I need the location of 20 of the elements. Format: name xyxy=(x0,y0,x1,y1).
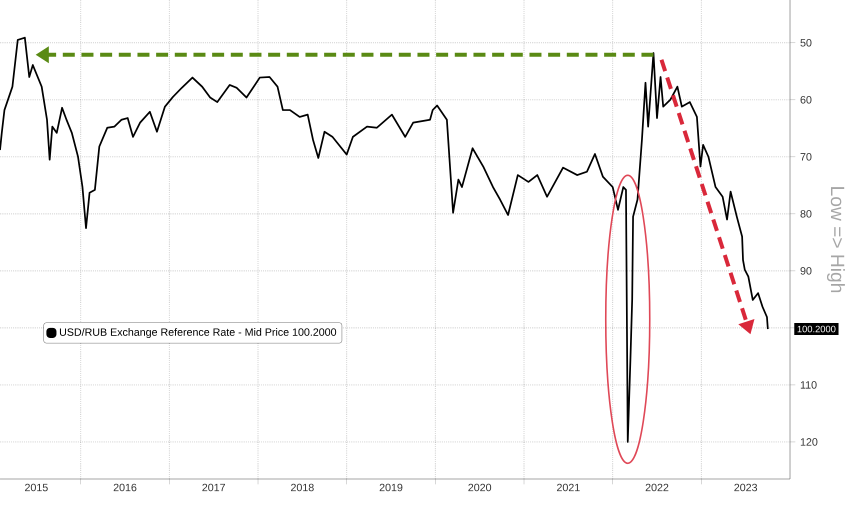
x-tick-label: 2020 xyxy=(468,484,492,492)
x-tick-label: 2021 xyxy=(557,484,580,492)
y-tick-label: 70 xyxy=(800,153,812,161)
line-series xyxy=(0,36,769,443)
y-tick-label: 120 xyxy=(800,438,818,446)
x-tick-label: 2016 xyxy=(114,484,136,492)
text: 100.2000 xyxy=(798,326,836,332)
x-tick-label: 2022 xyxy=(646,484,668,492)
x-tick-label: 2018 xyxy=(291,484,314,492)
y-tick-label: 50 xyxy=(800,39,812,47)
y-tick-label: 90 xyxy=(800,267,812,275)
x-tick-label: 2023 xyxy=(734,484,758,492)
y-tick-label: 110 xyxy=(800,381,817,389)
y-tick-label: 60 xyxy=(800,96,812,104)
x-tick-label: 2017 xyxy=(202,484,226,492)
y-axis-title: Low => High xyxy=(826,187,845,292)
y-tick-label: 80 xyxy=(800,210,812,218)
x-tick-label: 2019 xyxy=(380,484,402,492)
legend-label: USD/RUB Exchange Reference Rate - Mid Price 100.2000 xyxy=(60,328,336,338)
x-tick-label: 2015 xyxy=(25,484,48,492)
